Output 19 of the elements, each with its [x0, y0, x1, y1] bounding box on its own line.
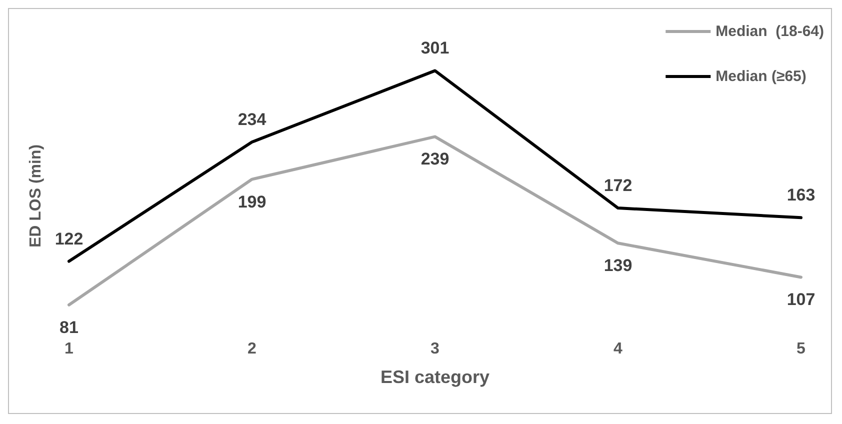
data-label: 81 — [60, 318, 78, 337]
data-label: 139 — [604, 256, 632, 276]
legend-label: Median (≥65) — [716, 68, 806, 85]
data-label: 122 — [54, 229, 84, 248]
data-label: 107 — [786, 290, 816, 310]
data-label: 172 — [604, 176, 632, 196]
legend-label: Median (18-64) — [716, 23, 824, 40]
data-label: 163 — [786, 186, 816, 205]
data-label: 301 — [420, 38, 450, 58]
x-tick-label: 2 — [248, 340, 257, 358]
x-tick-label: 4 — [614, 340, 623, 358]
data-label: 199 — [238, 192, 266, 212]
data-label: 239 — [420, 150, 450, 169]
x-tick-label: 5 — [796, 340, 806, 358]
data-label: 234 — [238, 110, 267, 130]
x-tick-label: 1 — [64, 340, 74, 358]
x-tick-label: 3 — [430, 340, 440, 358]
x-axis-title: ESI category — [380, 367, 490, 387]
y-axis-title: ED LOS (min) — [28, 144, 44, 248]
